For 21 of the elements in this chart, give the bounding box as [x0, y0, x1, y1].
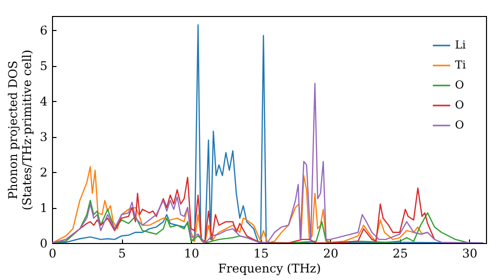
legend-label: O — [455, 98, 464, 112]
x-tick-label: 20 — [323, 246, 338, 260]
y-axis-title: Phonon projected DOS (States/THz·primitive cell) — [6, 50, 34, 210]
y-tick-label: 4 — [40, 94, 48, 109]
legend-label: O — [455, 118, 464, 132]
legend-label: Li — [455, 38, 466, 52]
y-tick-label: 2 — [40, 166, 48, 180]
legend-label: O — [455, 78, 464, 92]
x-tick-label: 15 — [254, 246, 269, 260]
y-tick-label: 3 — [40, 130, 48, 144]
x-tick-label: 30 — [462, 246, 478, 260]
x-tick-label: 25 — [392, 246, 408, 260]
y-tick-label: 6 — [40, 24, 48, 38]
x-tick-label: 10 — [184, 246, 200, 260]
y-tick-label: 5 — [40, 59, 48, 74]
y-tick-label: 1 — [40, 201, 48, 216]
y-tick-label: 0 — [40, 236, 48, 250]
x-tick-label: 5 — [118, 246, 126, 260]
legend-label: Ti — [455, 58, 466, 72]
x-tick-label: 0 — [48, 246, 56, 260]
x-axis-title: Frequency (THz) — [218, 262, 321, 276]
